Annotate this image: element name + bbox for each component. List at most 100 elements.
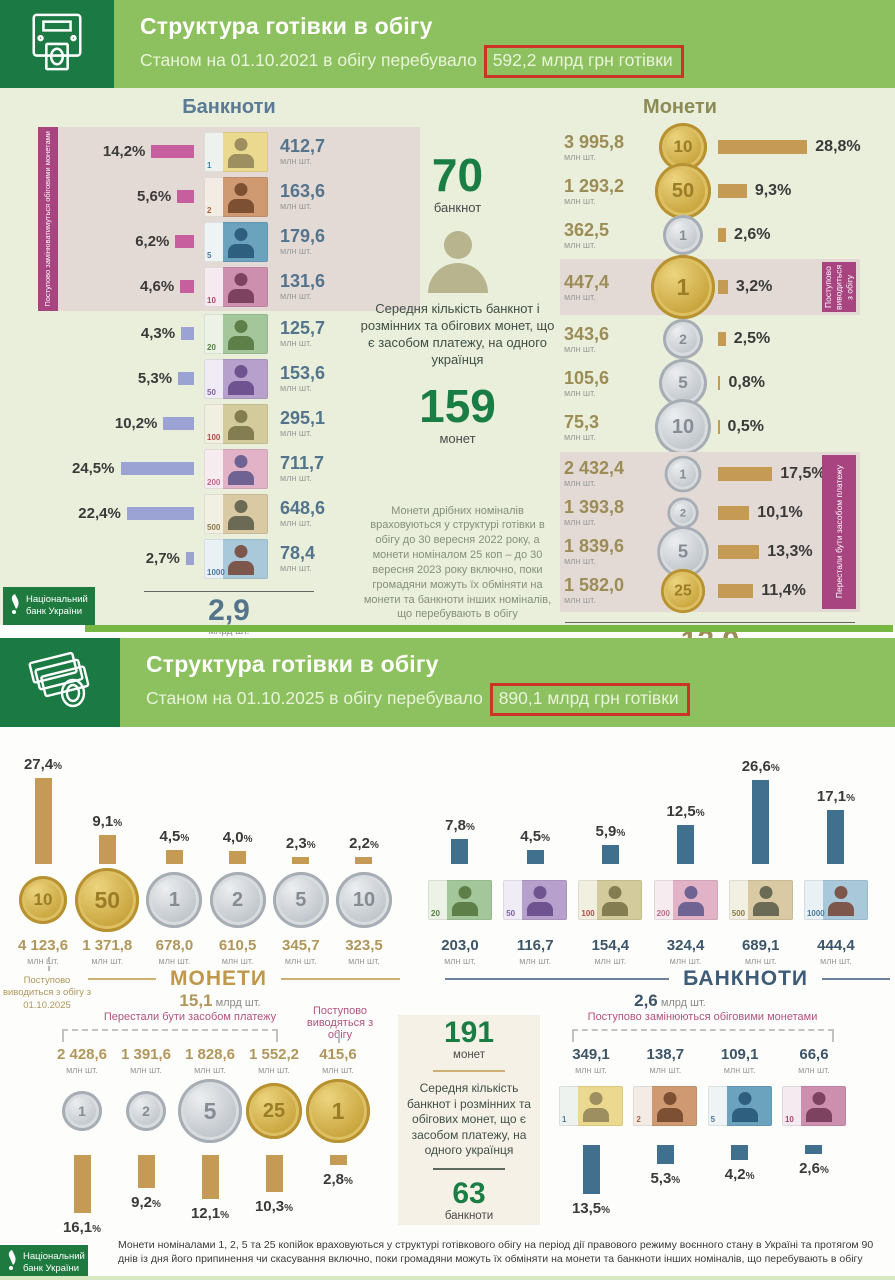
coin-share-bar (265, 1155, 283, 1193)
coin-image-wrap: 1 (650, 215, 716, 255)
banknote-denomination: 500 (207, 522, 221, 532)
banknote-count-unit: млн шт. (280, 156, 312, 166)
banknotes-2021-replaced-strip-label: Поступово замінюватимуться обіговими мон… (43, 131, 53, 307)
banknote-row-bar-group: 4,3% (64, 325, 194, 342)
coin-share-bar (718, 505, 750, 520)
coin-image-wrap: 2 (209, 864, 266, 936)
coin-count: 415,6 (319, 1046, 357, 1063)
coin-count-block: 3 995,8 млн шт. (564, 133, 650, 162)
coin-column: 4,5% 1 678,0 млн шт. (146, 748, 203, 966)
coin-count-unit: млн шт. (564, 291, 596, 302)
banknote-denomination: 2 (636, 1115, 641, 1124)
coin-row: 1 839,6 млн шт. 5 13,3% (560, 525, 860, 578)
portrait-silhouette-icon (731, 1092, 758, 1122)
banknote-thumbnail: 1000 (204, 538, 268, 579)
banknote-denomination: 20 (431, 909, 440, 918)
coin-image: 50 (655, 163, 711, 219)
portrait-silhouette-icon (228, 228, 254, 258)
total-divider (144, 591, 314, 592)
coin-denomination: 25 (262, 1099, 286, 1122)
banknote-share-label: 22,4% (78, 505, 121, 522)
coin-count-unit: млн шт. (564, 387, 596, 398)
center-2021-column: 70 банкнот Середня кількість банкнот і р… (360, 152, 555, 622)
heading-line (445, 978, 670, 980)
coins-exchange-note: Монети дрібних номіналів враховуються у … (363, 504, 552, 621)
banknote-row-bar-group: 10,2% (64, 415, 194, 432)
coins-2021-stopped-strip: Перестали бути засобом платежу (822, 455, 856, 609)
portrait-silhouette-icon (228, 273, 254, 303)
portrait-silhouette-icon (228, 410, 254, 440)
coin-count-block: 1 393,8 млн шт. (564, 498, 650, 527)
coin-share-label: 27,4% (23, 755, 63, 773)
banknotes-2025-replaced-label: Поступово замінюються обіговими монетами (587, 1011, 818, 1023)
total-divider (565, 622, 855, 623)
nbu-logo-text: Національний банк України (23, 1250, 85, 1274)
header-2025-band: Структура готівки в обігу Станом на 01.1… (120, 638, 895, 727)
coins-2021-stopped-rows: 2 432,4 млн шт. 1 17,5% (560, 454, 860, 613)
portrait-silhouette-icon (527, 886, 554, 916)
banknote-count-unit: млн шт. (669, 956, 702, 966)
coins-2021-stopped-strip-label: Перестали бути засобом платежу (833, 465, 844, 599)
banknote-share-label: 26,6% (741, 758, 780, 776)
banknote-count-block: 648,6 млн шт. (280, 499, 325, 528)
banknote-bar-zone: 5,9% (595, 748, 625, 864)
banknote-share-label: 2,7% (145, 550, 180, 567)
coin-count-unit: млн шт. (564, 478, 596, 488)
banknote-count: 412,7 (280, 136, 326, 156)
coin-count: 1 582,0 (564, 575, 625, 595)
coin-share-label: 4,5% (159, 827, 190, 845)
banknote-count-unit: млн шт. (744, 956, 777, 966)
coin-image-wrap: 5 (272, 864, 329, 936)
coin-share-bar (292, 856, 310, 864)
banknote-denomination: 500 (731, 909, 746, 918)
banknote-denominations-label: банкноти (444, 1209, 494, 1222)
banknote-share-bar (181, 327, 194, 340)
banknotes-2021-total-value: 2,9 (208, 594, 250, 627)
coin-share-label: 9,1% (92, 813, 123, 831)
coin-share-bar (34, 777, 52, 864)
coin-share-label: 0,5% (727, 418, 765, 435)
coin-image: 10 (335, 872, 392, 928)
coin-column: 1 552,2 млн шт. 25 10,3% (242, 1047, 306, 1215)
coin-image: 25 (660, 568, 706, 613)
banknote-count-block: 125,7 млн шт. (280, 319, 325, 348)
banknote-image-wrap: 1000 (803, 864, 868, 936)
banknote-column: 12,5% 200 324,4 млн шт. (653, 748, 718, 966)
coin-count-block: 1 582,0 млн шт. (564, 576, 650, 605)
coin-denomination: 5 (678, 373, 688, 392)
portrait-silhouette-icon (228, 545, 254, 575)
banknote-row-bar-group: 14,2% (64, 143, 194, 160)
header-2025-icon-box (0, 638, 120, 727)
coins-2021-withdraw-row: Поступово виводиться з обігу 447,4 млн ш… (560, 255, 860, 319)
banknote-count-block: 412,7 млн шт. (280, 137, 325, 166)
coins-2021-column: Монети 3 995,8 млн шт. 10 (560, 96, 895, 668)
coin-image: 2 (209, 872, 266, 928)
banknote-share-bar (178, 372, 194, 385)
coin-row: 1 293,2 млн шт. 50 9,3% (560, 163, 895, 219)
coins-2025-stopped-bracket (62, 1029, 278, 1042)
banknote-share-bar (582, 1145, 600, 1194)
banknote-row: 22,4% 500 648,6 млн шт. (38, 491, 420, 536)
portrait-silhouette-icon (228, 500, 254, 530)
coin-denomination: 1 (679, 466, 687, 481)
coin-image: 1 (664, 455, 702, 492)
coin-row: 1 393,8 млн шт. 2 10,1% (560, 493, 860, 532)
coin-share-label: 2,8% (323, 1171, 353, 1189)
banknote-thumbnail: 50 (503, 880, 568, 920)
coin-column: 415,6 млн шт. 1 2,8% (306, 1047, 370, 1188)
coin-share-bar (718, 583, 754, 598)
banknote-count: 648,6 (280, 498, 326, 518)
divider (433, 1167, 505, 1170)
banknote-share-bar (601, 845, 619, 864)
coin-denomination: 10 (673, 137, 693, 156)
banknote-share-label: 5,6% (137, 188, 172, 205)
banknote-row: 5,3% 50 153,6 млн шт. (38, 356, 420, 401)
banknote-count: 711,7 (280, 453, 325, 473)
coin-row: 75,3 млн шт. 10 0,5% (560, 399, 895, 455)
portrait-silhouette-icon (228, 455, 254, 485)
banknote-count-unit: млн шт. (280, 518, 312, 528)
coin-column: 1 391,6 млн шт. 2 9,2% (114, 1047, 178, 1211)
coin-share-label: 12,1% (190, 1204, 230, 1222)
banknote-image-wrap: 500 (728, 864, 793, 936)
coin-share-label: 0,8% (728, 374, 765, 391)
